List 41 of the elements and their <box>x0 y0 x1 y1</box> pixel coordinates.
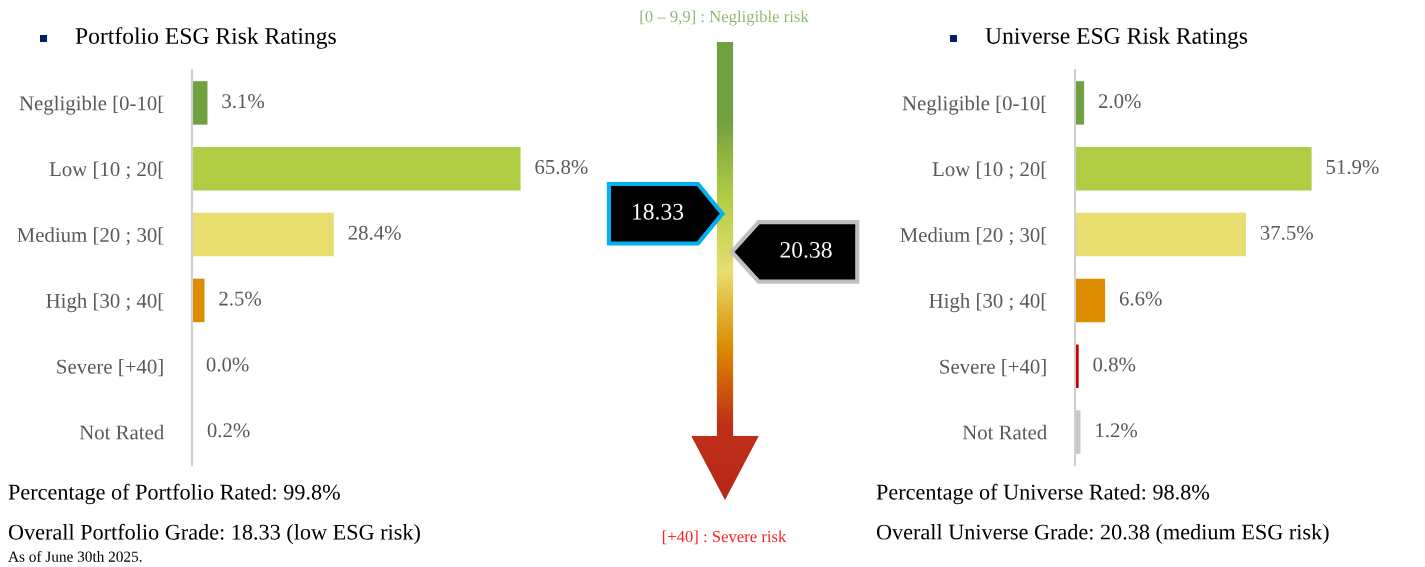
bar <box>192 147 521 191</box>
text: As of June 30th 2025. <box>8 550 142 562</box>
bar <box>1075 147 1312 191</box>
y-tick-label: Severe [+40] <box>940 359 1046 377</box>
data-label: 2.5% <box>219 291 262 306</box>
y-tick-label: Not Rated <box>962 424 1047 440</box>
chart-title: Universe ESG Risk Ratings <box>985 27 1248 49</box>
data-label: 0.8% <box>1093 357 1136 372</box>
y-tick-label: Negligible [0-10[ <box>902 95 1047 115</box>
bar <box>192 81 208 125</box>
y-tick-label: High [30 ; 40[ <box>46 293 164 313</box>
data-label: 3.1% <box>222 94 265 109</box>
y-tick-label: Medium [20 ; 30[ <box>17 227 164 246</box>
text: Overall Portfolio Grade: 18.33 (low ESG risk) <box>8 523 420 545</box>
data-label: 0.0% <box>206 357 249 372</box>
chart-title: Portfolio ESG Risk Ratings <box>75 27 336 49</box>
data-label: 0.2% <box>207 423 250 438</box>
y-tick-label: Not Rated <box>79 424 164 440</box>
text: [+40] : Severe risk <box>662 530 787 545</box>
data-label: 51.9% <box>1326 159 1379 175</box>
data-label: 28.4% <box>348 225 401 240</box>
bar <box>1075 212 1246 257</box>
data-label: 37.5% <box>1260 225 1313 240</box>
y-tick-label: Medium [20 ; 30[ <box>900 227 1047 246</box>
text: Overall Universe Grade: 20.38 (medium ESG risk) <box>876 523 1329 545</box>
data-label: 20.38 <box>780 241 832 258</box>
y-tick-label: Low [10 ; 20[ <box>49 161 164 180</box>
data-label: 2.0% <box>1098 94 1141 109</box>
text: Percentage of Portfolio Rated: 99.8% <box>8 483 340 505</box>
data-label: 65.8% <box>535 159 588 175</box>
y-tick-label: Severe [+40] <box>57 359 163 377</box>
data-label: 18.33 <box>633 203 684 220</box>
text: [0 – 9,9] : Negligible risk <box>640 10 809 26</box>
text: Percentage of Universe Rated: 98.8% <box>876 483 1210 505</box>
bar <box>192 212 334 257</box>
bar <box>1075 278 1106 323</box>
y-tick-label: Negligible [0-10[ <box>19 95 164 115</box>
y-tick-label: Low [10 ; 20[ <box>932 161 1047 180</box>
data-label: 1.2% <box>1096 423 1138 438</box>
data-label: 6.6% <box>1119 291 1162 306</box>
y-tick-label: High [30 ; 40[ <box>929 293 1047 313</box>
